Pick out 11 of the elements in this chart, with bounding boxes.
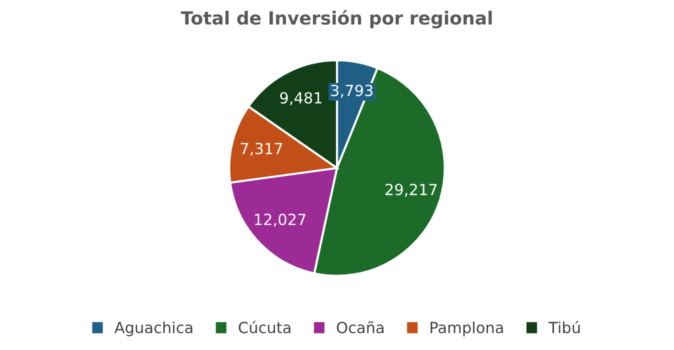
legend-label: Cúcuta bbox=[238, 320, 290, 334]
legend-label: Tibú bbox=[548, 320, 580, 334]
legend-label: Aguachica bbox=[114, 321, 192, 336]
legend-label: Pamplona bbox=[430, 321, 503, 336]
data-label: 3,793 bbox=[331, 84, 373, 98]
data-label: 7,317 bbox=[240, 142, 282, 156]
chart-title: Total de Inversión por regional bbox=[180, 10, 492, 28]
legend-label: Ocaña bbox=[336, 321, 384, 334]
data-label: 12,027 bbox=[255, 214, 306, 227]
data-label: 9,481 bbox=[280, 92, 322, 106]
data-label: 29,217 bbox=[386, 184, 437, 197]
